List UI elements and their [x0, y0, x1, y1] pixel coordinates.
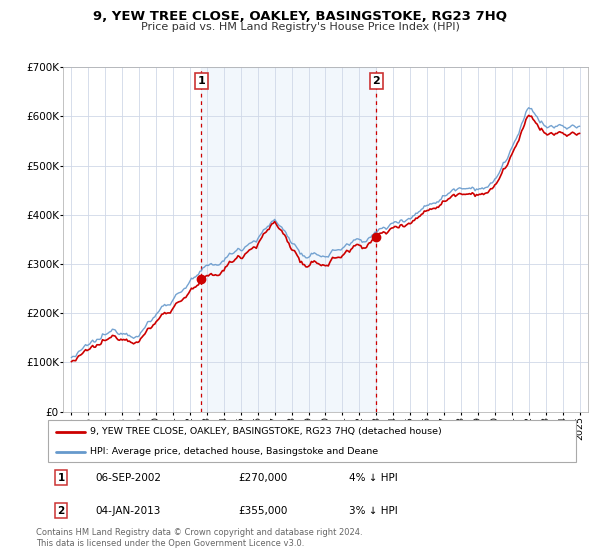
Text: 4% ↓ HPI: 4% ↓ HPI: [349, 473, 398, 483]
Text: 3% ↓ HPI: 3% ↓ HPI: [349, 506, 398, 516]
Text: Contains HM Land Registry data © Crown copyright and database right 2024.
This d: Contains HM Land Registry data © Crown c…: [36, 528, 362, 548]
Text: 1: 1: [58, 473, 65, 483]
Text: 2: 2: [373, 76, 380, 86]
Text: £355,000: £355,000: [238, 506, 287, 516]
Text: 04-JAN-2013: 04-JAN-2013: [95, 506, 161, 516]
Text: £270,000: £270,000: [238, 473, 287, 483]
Text: Price paid vs. HM Land Registry's House Price Index (HPI): Price paid vs. HM Land Registry's House …: [140, 22, 460, 32]
Text: HPI: Average price, detached house, Basingstoke and Deane: HPI: Average price, detached house, Basi…: [90, 447, 379, 456]
Text: 2: 2: [58, 506, 65, 516]
Text: 9, YEW TREE CLOSE, OAKLEY, BASINGSTOKE, RG23 7HQ (detached house): 9, YEW TREE CLOSE, OAKLEY, BASINGSTOKE, …: [90, 427, 442, 436]
Text: 9, YEW TREE CLOSE, OAKLEY, BASINGSTOKE, RG23 7HQ: 9, YEW TREE CLOSE, OAKLEY, BASINGSTOKE, …: [93, 10, 507, 23]
Bar: [202, 67, 376, 412]
Text: 1: 1: [197, 76, 205, 86]
Text: 06-SEP-2002: 06-SEP-2002: [95, 473, 161, 483]
